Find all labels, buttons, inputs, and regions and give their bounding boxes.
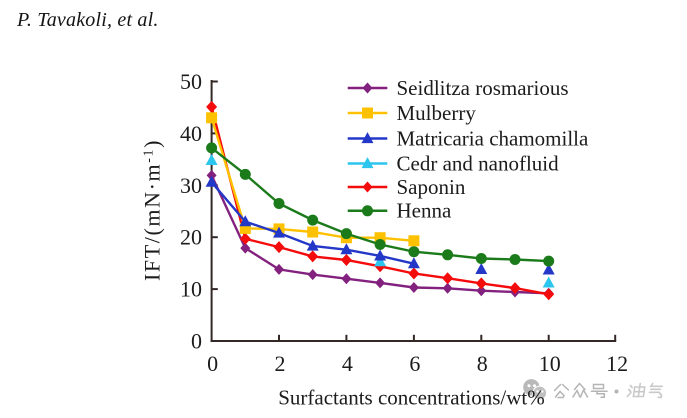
svg-text:10: 10 bbox=[539, 351, 561, 376]
svg-text:10: 10 bbox=[180, 277, 202, 302]
svg-text:4: 4 bbox=[342, 351, 353, 376]
svg-text:20: 20 bbox=[180, 225, 202, 250]
svg-text:30: 30 bbox=[180, 173, 202, 198]
svg-text:12: 12 bbox=[606, 351, 628, 376]
svg-text:Seidlitza rosmarious: Seidlitza rosmarious bbox=[397, 76, 569, 100]
svg-text:6: 6 bbox=[409, 351, 420, 376]
svg-text:Saponin: Saponin bbox=[397, 175, 466, 199]
svg-text:2: 2 bbox=[275, 351, 286, 376]
svg-text:Surfactants concentrations/wt%: Surfactants concentrations/wt% bbox=[278, 386, 545, 410]
svg-text:Henna: Henna bbox=[397, 199, 452, 223]
svg-text:0: 0 bbox=[207, 351, 218, 376]
svg-text:8: 8 bbox=[477, 351, 488, 376]
svg-text:40: 40 bbox=[180, 121, 202, 146]
svg-text:Mulberry: Mulberry bbox=[397, 101, 477, 125]
svg-text:Cedr and nanofluid: Cedr and nanofluid bbox=[397, 151, 560, 175]
svg-text:0: 0 bbox=[191, 329, 202, 354]
svg-text:50: 50 bbox=[180, 69, 202, 94]
svg-text:Matricaria chamomilla: Matricaria chamomilla bbox=[397, 126, 590, 150]
